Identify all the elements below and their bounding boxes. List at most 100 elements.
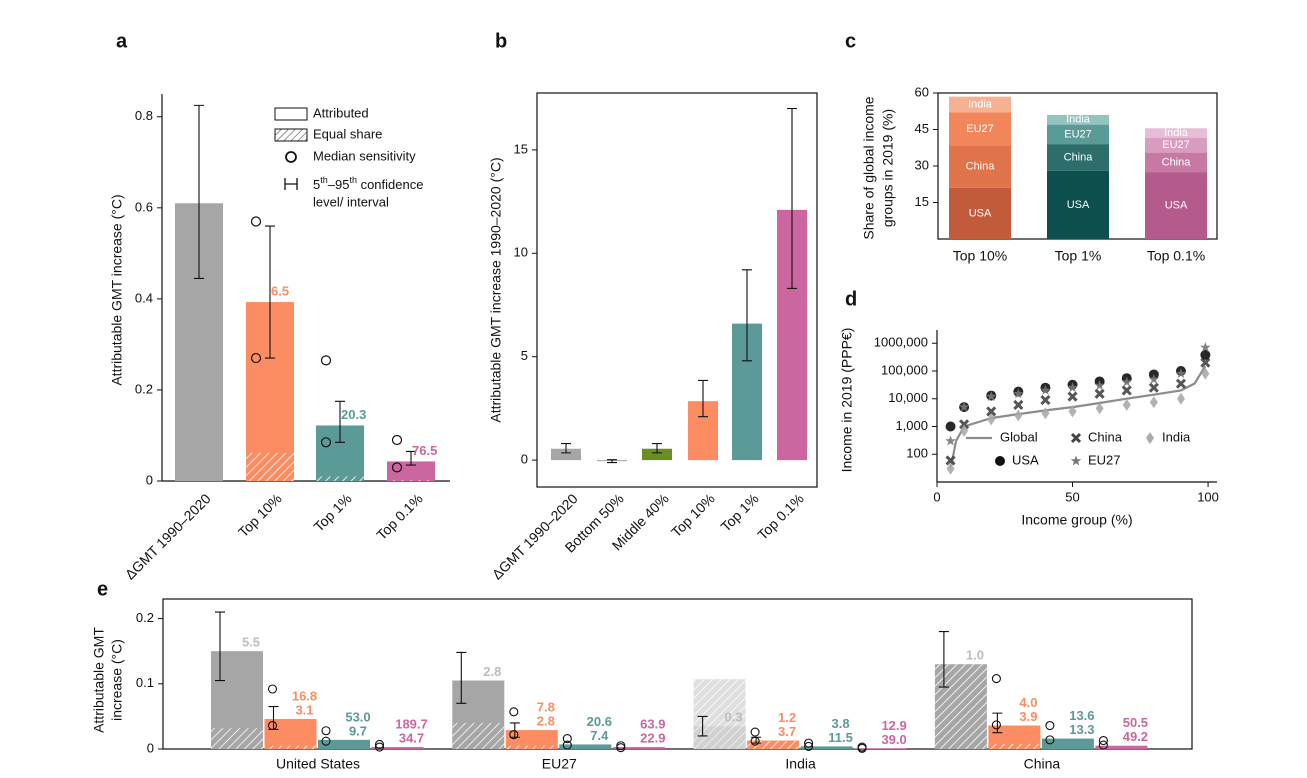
y-axis-label: Attributable GMT increase (°C) <box>109 194 125 385</box>
bar <box>642 448 672 461</box>
median-sensitivity <box>250 216 262 227</box>
x-tick-label: ΔGMT 1990–2020 <box>122 490 214 582</box>
ratio-label: 3.9 <box>1019 709 1037 724</box>
bar <box>1041 738 1094 749</box>
median-sensitivity <box>1098 740 1108 750</box>
median-sensitivity <box>391 462 403 473</box>
x-tick-label: China <box>1024 756 1061 772</box>
y-tick-label: 0.6 <box>135 199 153 214</box>
error-bar <box>992 712 1003 734</box>
ratio-label: 16.8 <box>292 688 317 703</box>
bar-segment <box>1145 152 1207 173</box>
point <box>1148 373 1160 384</box>
ratio-label: 189.7 <box>395 716 428 731</box>
y-tick-label: 10 <box>514 245 528 260</box>
equal-share <box>988 743 1041 749</box>
point <box>986 406 997 417</box>
legend-label-part: th <box>349 175 357 185</box>
y-tick-label: 10,000 <box>888 390 928 405</box>
x-tick-label: Top 0.1% <box>1147 248 1205 264</box>
median-sensitivity <box>267 684 278 694</box>
error-bar <box>509 722 520 738</box>
ratio-label: 4.0 <box>1019 695 1037 710</box>
legend-label: USA <box>1012 452 1039 467</box>
point <box>1121 376 1132 387</box>
x-tick-label: Top 10% <box>953 248 1007 264</box>
point <box>958 401 970 412</box>
bar <box>551 448 581 461</box>
equal-share <box>264 745 317 749</box>
ratio-label: 1.0 <box>966 648 984 663</box>
ratio-label: 5.5 <box>242 635 260 650</box>
x-tick-label: 50 <box>1065 489 1079 504</box>
y-axis-label: Attributable GMT increase 1990–2020 (°C) <box>488 157 504 422</box>
x-tick-label: India <box>785 756 816 772</box>
error-bar <box>787 107 797 289</box>
y-tick-label: 1000,000 <box>874 335 928 350</box>
point <box>1121 385 1132 396</box>
error-bar <box>194 104 204 279</box>
ratio-label: 2.8 <box>483 664 501 679</box>
equal-share <box>211 728 263 749</box>
x-tick-label: ΔGMT 1990–2020 <box>489 490 581 582</box>
legend-marker <box>285 151 297 163</box>
y-tick-label: 0.8 <box>135 108 153 123</box>
point <box>1122 398 1131 411</box>
ratio-label: 13.3 <box>1069 722 1094 737</box>
point <box>945 421 956 432</box>
ratio-label: 7.4 <box>590 728 609 743</box>
ratio-label: 34.7 <box>399 730 424 745</box>
segment-label: India <box>1164 127 1189 139</box>
median-sensitivity <box>562 740 572 750</box>
bar <box>854 748 907 749</box>
legend-label: EU27 <box>1088 452 1121 467</box>
bar-segment <box>1047 170 1109 239</box>
x-tick-label: 0 <box>933 489 940 504</box>
ratio-label: 3.8 <box>832 716 850 731</box>
y-tick-label: 30 <box>915 157 929 172</box>
equal-share <box>316 476 364 481</box>
point <box>1041 407 1050 420</box>
y-axis-label: increase (°C) <box>109 639 125 721</box>
legend-label: India <box>1162 429 1191 444</box>
ratio-label: 39.0 <box>881 732 906 747</box>
error-bar <box>456 651 467 704</box>
bar-segment <box>1145 172 1207 239</box>
error-bar <box>742 269 752 362</box>
equal-share <box>387 480 435 481</box>
error-bar <box>698 379 708 418</box>
point <box>1013 388 1024 399</box>
segment-label: EU27 <box>1064 128 1092 140</box>
panel-letter: e <box>97 578 108 600</box>
error-bar <box>561 443 571 454</box>
ratio-label: 20.3 <box>341 407 366 422</box>
legend-marker <box>1070 432 1082 444</box>
legend-label-part: –95 <box>328 177 350 192</box>
bar-segment <box>949 112 1011 146</box>
point <box>1201 367 1210 380</box>
error-bar <box>406 450 416 466</box>
plot-frame <box>536 92 818 488</box>
segment-label: China <box>1162 156 1192 168</box>
segment-label: India <box>968 98 993 110</box>
panel-letter: d <box>845 288 857 310</box>
y-axis-label: groups in 2019 (%) <box>880 109 896 227</box>
panel-letter: a <box>116 30 128 52</box>
legend-label-part: 5 <box>313 177 320 192</box>
error-bar <box>697 715 708 737</box>
legend-label: Equal share <box>313 126 382 141</box>
point <box>1175 368 1187 379</box>
point <box>1175 378 1187 389</box>
legend-marker <box>995 456 1005 466</box>
bar <box>371 747 424 749</box>
error-bar <box>938 631 949 688</box>
segment-label: EU27 <box>1162 139 1190 151</box>
point <box>1149 396 1158 409</box>
legend-label: level/ interval <box>313 194 389 209</box>
equal-share <box>747 741 800 749</box>
x-tick-label: Top 1% <box>717 490 761 534</box>
legend-marker <box>284 178 298 190</box>
legend-marker <box>1070 455 1082 466</box>
ratio-label: 22.9 <box>640 730 665 745</box>
bar <box>988 725 1041 749</box>
